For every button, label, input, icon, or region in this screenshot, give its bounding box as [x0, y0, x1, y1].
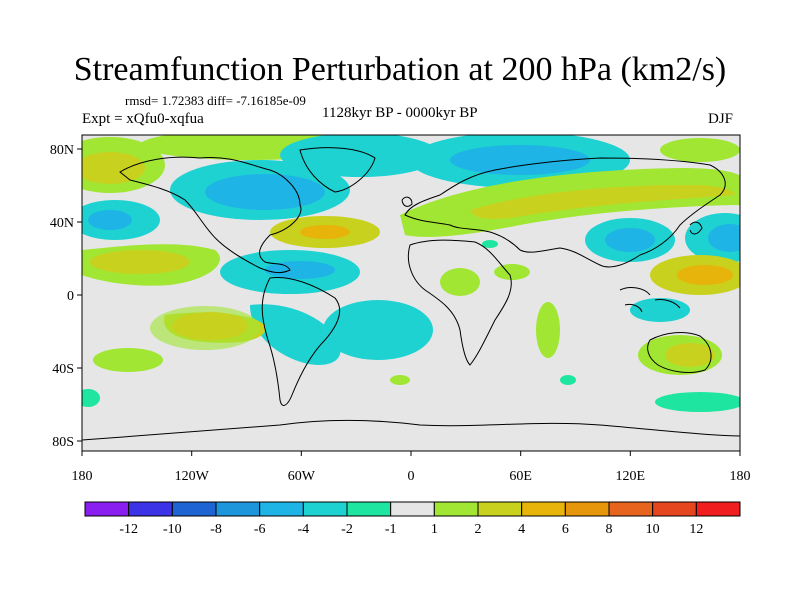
colorbar-label: 2 — [475, 522, 482, 537]
colorbar-label: -2 — [341, 522, 353, 537]
map-plot-area: 180 120W 60W 0 60E 120E 180 80N 40N 0 40… — [50, 134, 751, 484]
contour-negative-caribbean-core — [265, 261, 335, 279]
contour-negative-tropical-atlantic — [323, 300, 433, 360]
contour-positive-subtropical-pacific-core — [90, 250, 190, 274]
colorbar-label: -10 — [163, 522, 182, 537]
contour-negative-pacific-40n-core — [88, 210, 132, 230]
contour-negative-south-indian — [560, 375, 576, 385]
contour-positive-australia-core — [665, 343, 715, 367]
colorbar-label: 12 — [689, 522, 703, 537]
period-label: 1128kyr BP - 0000kyr BP — [322, 105, 478, 121]
colorbar: -12 -10 -8 -6 -4 -2 -1 1 2 4 6 8 10 12 — [84, 501, 741, 537]
coastline-japan — [689, 221, 703, 235]
colorbar-box — [259, 501, 304, 517]
y-tick-label-80s: 80S — [52, 435, 74, 450]
coastline-south-america — [261, 276, 341, 406]
colorbar-box — [477, 501, 523, 517]
contour-negative-northwest-pacific-core — [708, 224, 740, 252]
colorbar-box — [608, 501, 654, 517]
contour-negative-canada-core — [205, 174, 325, 210]
y-tick-label-40s: 40S — [52, 362, 74, 377]
colorbar-label: -6 — [254, 522, 266, 537]
colorbar-box — [390, 501, 435, 517]
y-tick-label-40n: 40N — [50, 216, 74, 231]
coastline-africa — [407, 239, 512, 366]
contour-negative-east-asia-core — [605, 228, 655, 252]
contour-positive-north-atlantic-core — [300, 225, 350, 239]
colorbar-box — [521, 501, 566, 517]
x-tick-label-180e: 180 — [730, 469, 751, 484]
y-tick-label-80n: 80N — [50, 143, 74, 158]
coastline-antarctica — [82, 420, 740, 441]
contour-negative-greenland — [280, 135, 440, 177]
colorbar-label: -12 — [119, 522, 138, 537]
colorbar-box — [215, 501, 261, 517]
x-tick-label-0: 0 — [408, 469, 415, 484]
colorbar-label: 1 — [431, 522, 438, 537]
colorbar-box — [84, 501, 130, 517]
colorbar-box — [695, 501, 741, 517]
colorbar-box — [433, 501, 479, 517]
y-tick-label-0: 0 — [67, 289, 74, 304]
contour-positive-south-atlantic — [390, 375, 410, 385]
colorbar-box — [564, 501, 610, 517]
x-axis-ticks: 180 120W 60W 0 60E 120E 180 — [72, 451, 751, 484]
colorbar-label: -4 — [297, 522, 309, 537]
colorbar-boxes — [84, 501, 741, 517]
colorbar-box — [346, 501, 392, 517]
contour-positive-east-africa — [536, 302, 560, 358]
contour-positive-north-africa — [440, 268, 480, 296]
contour-negative-siberia-core — [450, 145, 590, 175]
x-tick-label-180w: 180 — [72, 469, 93, 484]
y-axis-ticks: 80N 40N 0 40S 80S — [50, 143, 82, 450]
coastline-greenland — [299, 147, 376, 193]
map-title: Streamfunction Perturbation at 200 hPa (… — [73, 51, 727, 88]
contour-negative-tropical-pacific — [630, 298, 690, 322]
x-tick-label-60e: 60E — [509, 469, 532, 484]
coastline-eurasia — [404, 157, 726, 268]
coastline-maritime-continent — [619, 287, 681, 313]
colorbar-box — [171, 501, 217, 517]
colorbar-labels: -12 -10 -8 -6 -4 -2 -1 1 2 4 6 8 10 12 — [119, 522, 703, 537]
contour-positive-north-pacific-core — [82, 152, 145, 184]
x-tick-label-120w: 120W — [175, 469, 210, 484]
colorbar-box — [652, 501, 697, 517]
experiment-label: Expt = xQfu0-xqfua — [82, 111, 204, 127]
colorbar-label: 8 — [606, 522, 613, 537]
season-label: DJF — [708, 111, 734, 127]
contour-positive-west-pacific-core — [677, 265, 733, 285]
contour-positive-high-lat-asia — [660, 138, 740, 162]
contour-negative-north-africa — [482, 240, 498, 248]
colorbar-label: -8 — [210, 522, 222, 537]
colorbar-box — [302, 501, 348, 517]
coastline-australia — [647, 332, 712, 373]
x-tick-label-60w: 60W — [288, 469, 316, 484]
colorbar-label: -1 — [385, 522, 397, 537]
contour-positive-southwest-pacific — [93, 348, 163, 372]
coastlines — [82, 147, 740, 441]
colorbar-label: 4 — [518, 522, 525, 537]
colorbar-label: 6 — [562, 522, 569, 537]
coastline-north-america — [119, 156, 302, 274]
contour-positive-south-pacific-core — [172, 312, 248, 340]
contour-negative-southeast-pacific — [82, 389, 100, 407]
x-tick-label-120e: 120E — [616, 469, 646, 484]
contour-negative-south-america — [250, 304, 341, 365]
colorbar-box — [128, 501, 173, 517]
contour-positive-eurasia-core — [470, 185, 735, 219]
coastline-british-isles — [401, 196, 413, 207]
stats-line: rmsd= 1.72383 diff= -7.16185e-09 — [125, 93, 306, 108]
contour-positive-arabia — [494, 264, 530, 280]
contour-fields — [82, 135, 740, 412]
contour-negative-south-pacific-ocean — [655, 392, 740, 412]
colorbar-label: 10 — [646, 522, 660, 537]
